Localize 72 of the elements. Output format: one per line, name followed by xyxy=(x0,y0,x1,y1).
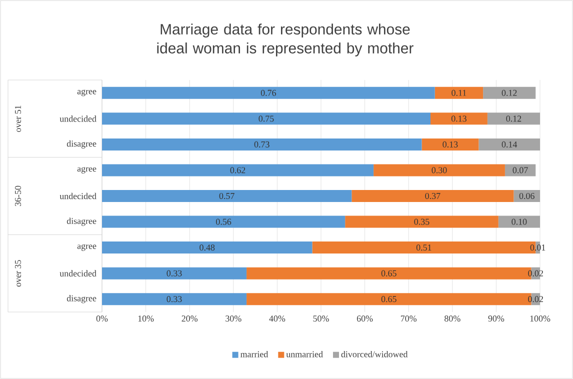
data-label: 0.65 xyxy=(381,270,396,276)
data-label: 0.51 xyxy=(416,244,432,251)
data-label: 0.33 xyxy=(166,270,182,276)
bar xyxy=(478,138,540,150)
data-label: 0.62 xyxy=(230,167,246,174)
bar xyxy=(102,293,247,306)
legend-label: married xyxy=(240,350,268,358)
bar xyxy=(434,86,484,99)
text: 36-50 xyxy=(14,186,22,206)
data-label: 0.37 xyxy=(425,192,440,200)
y-tick-label: agree xyxy=(77,244,96,251)
x-tick-label: 70% xyxy=(400,316,417,322)
x-tick-label: 0% xyxy=(96,316,108,322)
bar xyxy=(345,216,498,228)
data-label: 0.65 xyxy=(381,296,396,302)
chart-title: Marriage data for respondents whose ideal woman is represented by mother xyxy=(157,24,414,56)
bar xyxy=(102,242,312,254)
y-tick-label: undecided xyxy=(60,116,96,122)
bar xyxy=(422,138,479,150)
text: over 35 xyxy=(14,260,22,287)
bar xyxy=(483,86,536,99)
y-tick-label: agree xyxy=(77,90,96,96)
data-label: 0.07 xyxy=(512,167,528,174)
y-tick-label: disagree xyxy=(66,218,96,226)
bar xyxy=(102,164,374,176)
bar xyxy=(102,138,422,150)
y-tick-label: agree xyxy=(77,166,96,174)
bar xyxy=(102,190,352,202)
y-tick-label: disagree xyxy=(66,295,96,304)
data-label: 0.14 xyxy=(502,141,518,148)
bar xyxy=(352,190,514,202)
x-tick-label: 100% xyxy=(530,316,550,322)
x-tick-label: 50% xyxy=(313,316,329,322)
data-label: 0.35 xyxy=(414,218,430,225)
y-tick-label: undecided xyxy=(60,270,96,276)
data-label: 0.73 xyxy=(254,141,270,148)
data-label: 0.48 xyxy=(200,244,215,251)
bar xyxy=(487,112,540,125)
legend-label: divorced/widowed xyxy=(341,350,408,358)
x-tick-label: 30% xyxy=(226,316,242,322)
bar xyxy=(504,164,536,176)
y-tick-label: disagree xyxy=(66,140,96,149)
data-label: 0.13 xyxy=(442,141,458,148)
x-tick-label: 90% xyxy=(488,316,504,322)
x-tick-label: 60% xyxy=(356,316,373,322)
data-label: 0.11 xyxy=(452,90,466,96)
bar xyxy=(102,86,435,99)
x-tick-label: 10% xyxy=(138,316,154,322)
data-label: 0.33 xyxy=(166,296,182,302)
text: over 51 xyxy=(14,106,22,132)
legend-label: unmarried xyxy=(286,350,323,358)
bar xyxy=(102,112,431,125)
data-label: 0.12 xyxy=(502,90,517,96)
y-tick-label: undecided xyxy=(60,192,96,200)
data-label: 0.76 xyxy=(260,90,276,96)
x-tick-label: 40% xyxy=(269,316,286,322)
data-label: 0.12 xyxy=(506,116,522,122)
data-label: 0.56 xyxy=(216,218,232,225)
data-label: 0.06 xyxy=(519,192,534,200)
data-label: 0.57 xyxy=(219,192,234,200)
bar xyxy=(102,216,346,228)
data-label: 0.75 xyxy=(258,116,274,122)
bar xyxy=(374,164,505,176)
x-tick-label: 20% xyxy=(182,316,198,322)
data-label: 0.10 xyxy=(512,218,527,225)
bar xyxy=(102,267,247,280)
x-tick-label: 80% xyxy=(444,316,460,322)
bar xyxy=(430,112,488,125)
data-label: 0.30 xyxy=(432,167,447,174)
bar xyxy=(514,190,540,202)
data-label: 0.13 xyxy=(451,116,466,122)
bar xyxy=(498,216,540,228)
